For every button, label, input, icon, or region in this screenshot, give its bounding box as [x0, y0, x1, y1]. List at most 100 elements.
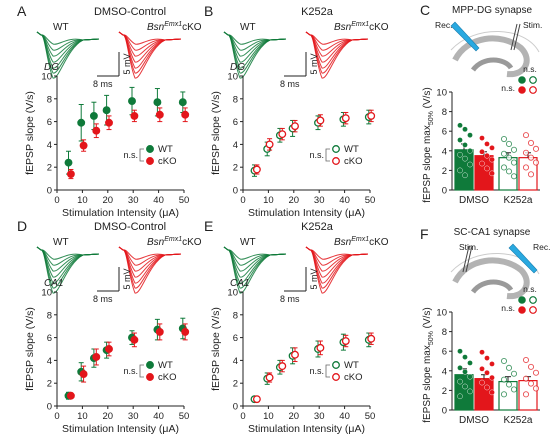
scale-time-label: 8 ms	[280, 79, 300, 89]
legend-marker-wt	[146, 145, 154, 153]
x-tick-label: 50	[365, 195, 376, 206]
y-tick-label: 4	[233, 356, 238, 367]
y-tick-label: 8	[47, 310, 52, 321]
ylabel-sub: 50%	[428, 111, 435, 125]
recording-electrode	[508, 243, 538, 274]
rec-label: Rec.	[435, 20, 452, 30]
cko-suffix: cKO	[182, 237, 202, 248]
y-tick-label: 10	[227, 72, 238, 83]
dentate-band	[470, 279, 514, 294]
ns-label-side: n.s.	[501, 83, 515, 93]
individual-point	[532, 159, 540, 166]
data-point-cko	[66, 391, 75, 400]
x-tick-label: 10	[263, 195, 274, 206]
data-point-cko	[367, 334, 376, 343]
data-point-cko	[265, 140, 274, 149]
region-label: DG	[230, 62, 245, 73]
trace-group-cko	[118, 246, 182, 294]
legend-ns-label: n.s.	[309, 366, 324, 376]
data-point-cko	[105, 345, 113, 353]
y-tick-label: 4	[47, 140, 52, 151]
fepsp-trace	[223, 31, 287, 45]
individual-point	[532, 385, 540, 392]
category-label: K252a	[504, 195, 533, 206]
scale-volt-label: 5 mV	[122, 53, 132, 74]
data-point-cko	[367, 111, 376, 120]
trace-group-cko	[305, 31, 369, 79]
individual-point	[484, 141, 490, 147]
individual-point	[484, 355, 490, 361]
legend-marker-wt	[332, 145, 340, 153]
individual-point	[532, 369, 540, 376]
data-point-cko	[265, 373, 274, 382]
trace-group-wt	[36, 246, 100, 294]
individual-point	[500, 135, 508, 143]
x-tick-label: 30	[128, 195, 139, 206]
scale-time-label: 8 ms	[93, 294, 113, 304]
y-tick-label: 2	[233, 163, 238, 174]
individual-point	[462, 126, 468, 133]
cko-driver: Emx1	[164, 21, 182, 28]
fepsp-trace	[36, 246, 100, 294]
fepsp-trace	[118, 31, 182, 79]
y-axis-label: fEPSP slope max50% (V/s)	[422, 307, 435, 423]
legend-marker-cko	[332, 373, 340, 381]
individual-point	[510, 386, 518, 393]
individual-point	[527, 363, 535, 370]
individual-point	[462, 142, 468, 148]
fepsp-trace	[305, 246, 369, 294]
data-point-cko	[92, 353, 101, 361]
trace-label-wt: WT	[53, 237, 69, 248]
individual-point	[467, 147, 473, 154]
y-axis-label: fEPSP slope max50% (V/s)	[422, 87, 435, 203]
x-tick-label: 30	[314, 411, 325, 422]
category-label: DMSO	[459, 415, 489, 426]
legend-label-wt: WT	[344, 360, 359, 371]
individual-point	[527, 139, 535, 147]
x-tick-label: 10	[77, 195, 88, 206]
y-tick-label: 4	[442, 366, 447, 377]
y-tick-label: 8	[233, 94, 238, 105]
stimulation-electrode	[462, 245, 470, 273]
panel-title: K252a	[301, 221, 334, 233]
x-tick-label: 40	[153, 195, 164, 206]
stimulation-electrode	[513, 23, 521, 51]
x-tick-label: 40	[339, 411, 350, 422]
panel-title: DMSO-Control	[94, 6, 166, 18]
data-point-wt	[153, 98, 162, 107]
legend-marker-cko-k252a	[529, 306, 537, 314]
legend-label-cko: cKO	[344, 156, 362, 167]
category-label: K252a	[504, 415, 533, 426]
hippocampus-schematic	[450, 21, 540, 78]
x-tick-label: 10	[263, 411, 274, 422]
trace-group-wt	[223, 31, 287, 79]
hippocampus-schematic	[450, 243, 540, 300]
individual-point	[532, 145, 540, 152]
y-tick-label: 0	[442, 406, 447, 417]
cko-suffix: cKO	[369, 237, 389, 248]
individual-point	[462, 368, 468, 375]
y-tick-label: 2	[47, 163, 52, 174]
scale-time-label: 8 ms	[280, 294, 300, 304]
x-tick-label: 20	[289, 411, 300, 422]
individual-point	[500, 376, 508, 383]
panel-letter: B	[204, 3, 213, 19]
x-tick-label: 0	[54, 411, 59, 422]
data-point-wt	[89, 111, 98, 120]
x-tick-label: 50	[179, 411, 190, 422]
fepsp-trace	[118, 246, 182, 260]
x-axis-label: Stimulation Intensity (μA)	[62, 423, 179, 435]
trace-group-cko	[118, 31, 182, 79]
x-axis-label: Stimulation Intensity (μA)	[248, 207, 365, 219]
individual-point	[489, 170, 495, 177]
data-point-cko	[291, 122, 299, 131]
individual-point	[457, 365, 463, 371]
individual-point	[457, 151, 463, 158]
fepsp-trace	[36, 246, 100, 260]
stim-label: Stim.	[523, 20, 542, 30]
x-axis-label: Stimulation Intensity (μA)	[62, 207, 179, 219]
individual-point	[462, 172, 468, 179]
individual-point	[500, 391, 508, 398]
panel-letter: F	[420, 226, 429, 242]
